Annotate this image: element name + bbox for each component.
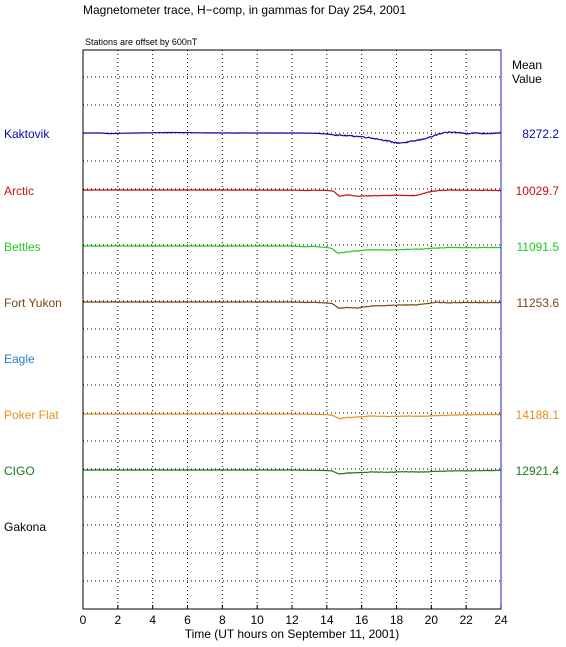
mean-values: 8272.2 10029.7 11091.5 11253.6 14188.1 12921.…: [516, 127, 560, 478]
x-tick-label-14: 14: [320, 613, 334, 627]
station-labels: Kaktovik Arctic Bettles Fort Yukon Eagle Poke…: [4, 127, 62, 534]
mean-header-line2: Value: [512, 72, 542, 86]
station-label-cigo: CIGO: [4, 464, 35, 478]
x-tick-label-18: 18: [390, 613, 404, 627]
mean-value-cigo: 12921.4: [516, 464, 560, 478]
x-tick-label-16: 16: [355, 613, 369, 627]
x-tick-label-22: 22: [459, 613, 473, 627]
x-tick-label-20: 20: [425, 613, 439, 627]
station-label-fort-yukon: Fort Yukon: [4, 296, 62, 310]
station-label-gakona: Gakona: [4, 520, 46, 534]
mean-value-poker-flat: 14188.1: [516, 408, 560, 422]
trace-bettles: [83, 245, 502, 254]
x-tick-label-2: 2: [114, 613, 121, 627]
station-label-eagle: Eagle: [4, 352, 35, 366]
station-label-bettles: Bettles: [4, 240, 41, 254]
station-label-arctic: Arctic: [4, 184, 34, 198]
trace-arctic: [82, 189, 501, 197]
x-tick-label-12: 12: [285, 613, 299, 627]
x-tick-label-0: 0: [80, 613, 87, 627]
trace-fort-yukon: [83, 301, 501, 310]
mean-value-fort-yukon: 11253.6: [517, 296, 560, 310]
mean-header-line1: Mean: [512, 58, 542, 72]
trace-cigo: [83, 469, 502, 475]
x-axis-label: Time (UT hours on September 11, 2001): [185, 627, 400, 641]
x-tick-label-10: 10: [250, 613, 264, 627]
x-axis-ticks: 0 2 4 6 8 10 12 14 16 18 20 22 24: [80, 605, 508, 627]
x-tick-label-6: 6: [184, 613, 191, 627]
station-label-poker-flat: Poker Flat: [4, 408, 59, 422]
station-label-kaktovik: Kaktovik: [4, 127, 50, 141]
mean-value-bettles: 11091.5: [517, 240, 560, 254]
trace-layer: [82, 131, 502, 475]
x-tick-label-8: 8: [219, 613, 226, 627]
x-tick-label-24: 24: [494, 613, 508, 627]
trace-poker-flat: [82, 413, 502, 420]
mean-value-kaktovik: 8272.2: [522, 127, 559, 141]
mean-value-arctic: 10029.7: [516, 184, 560, 198]
chart-title: Magnetometer trace, H−comp, in gammas fo…: [83, 3, 406, 17]
offset-note: Stations are offset by 600nT: [85, 37, 198, 47]
grid-lines: [83, 50, 501, 609]
x-tick-label-4: 4: [149, 613, 156, 627]
trace-kaktovik: [83, 131, 502, 145]
